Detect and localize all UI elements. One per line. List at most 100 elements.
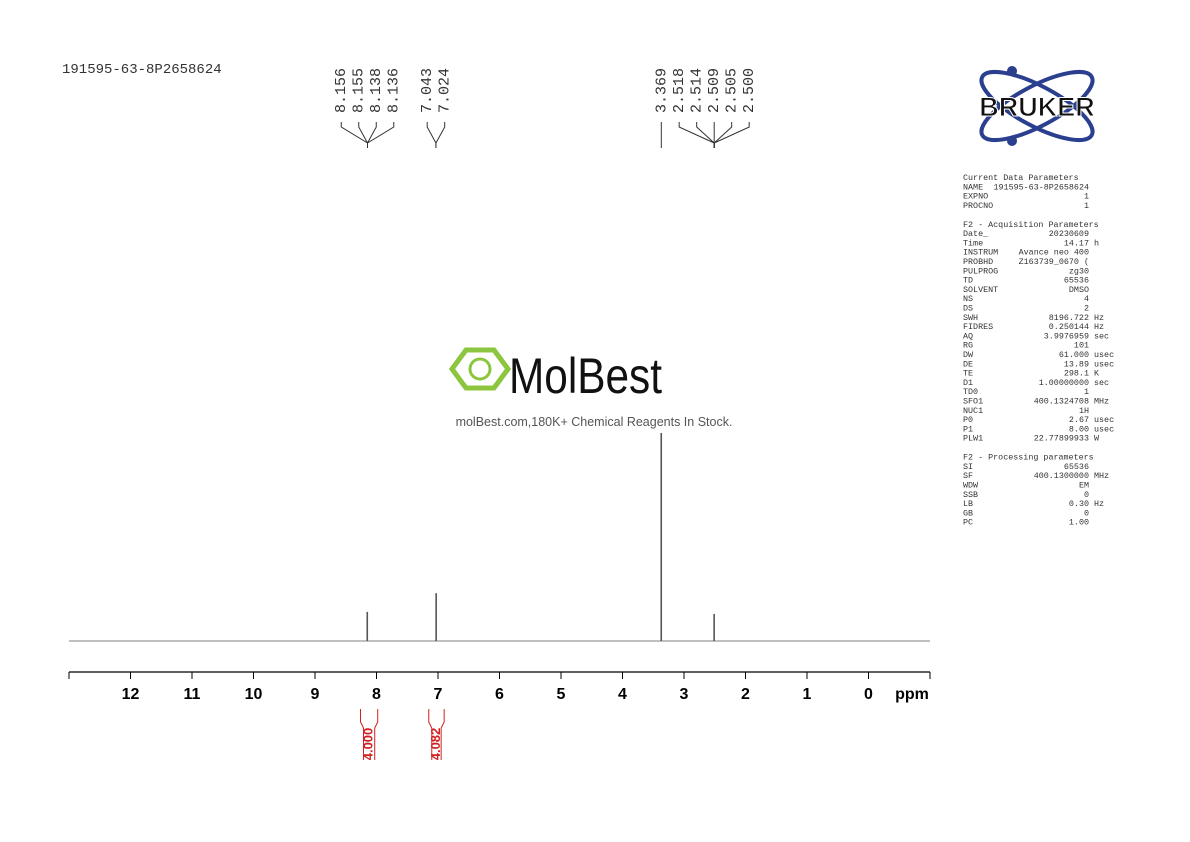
parameter-value: 8.00 — [1069, 424, 1089, 434]
parameter-value: 13.89 — [1064, 359, 1089, 369]
parameter-name: INSTRUM — [963, 248, 998, 258]
parameter-unit: K — [1094, 369, 1100, 379]
parameter-unit: usec — [1094, 424, 1114, 434]
parameter-name: WDW — [963, 481, 979, 491]
x-tick-label: 3 — [680, 686, 689, 703]
parameter-value: 1 — [1084, 387, 1089, 397]
parameter-value: 0 — [1084, 490, 1089, 500]
peak-label: 2.509 — [706, 68, 723, 113]
parameter-name: P1 — [963, 424, 973, 434]
parameter-value: Z163739_0670 ( — [1019, 257, 1089, 267]
parameter-name: PC — [963, 518, 973, 528]
x-tick-label: 0 — [864, 686, 873, 703]
parameter-value: EM — [1079, 481, 1089, 491]
parameter-unit: W — [1094, 434, 1100, 444]
parameter-unit: usec — [1094, 359, 1114, 369]
parameter-value: 3.9976959 — [1044, 331, 1089, 341]
parameter-value: 65536 — [1064, 276, 1089, 286]
parameter-value: 0 — [1084, 508, 1089, 518]
peak-label: 8.136 — [386, 68, 403, 113]
parameter-unit: h — [1094, 238, 1099, 248]
peak-label: 3.369 — [653, 68, 670, 113]
logo-dot — [1007, 136, 1017, 146]
integral-bracket — [428, 709, 445, 760]
watermark-hexagon — [448, 347, 512, 391]
parameter-unit: Hz — [1094, 499, 1104, 509]
parameter-name: PLW1 — [963, 434, 983, 444]
parameter-name: NAME — [963, 182, 983, 192]
x-tick-label: 6 — [495, 686, 504, 703]
sample-id: 191595-63-8P2658624 — [62, 62, 222, 78]
parameter-name: D1 — [963, 378, 973, 388]
parameter-value: 61.000 — [1059, 350, 1089, 360]
parameter-name: DE — [963, 359, 973, 369]
parameter-unit: sec — [1094, 331, 1109, 341]
parameter-name: LB — [963, 499, 973, 509]
peak-label: 2.518 — [671, 68, 688, 113]
parameter-value: 400.1300000 — [1034, 471, 1089, 481]
parameter-value: Avance neo 400 — [1019, 248, 1089, 258]
x-tick-label: 12 — [122, 686, 140, 703]
parameter-name: DS — [963, 304, 973, 314]
parameter-value: 0.250144 — [1049, 322, 1089, 332]
parameter-name: SFO1 — [963, 397, 983, 407]
x-tick-label: 10 — [245, 686, 263, 703]
parameter-unit: usec — [1094, 415, 1114, 425]
logo-orbit — [979, 69, 1095, 143]
parameter-name: PROCNO — [963, 201, 993, 211]
parameter-unit: Hz — [1094, 322, 1104, 332]
parameter-value: 20230609 — [1049, 229, 1089, 239]
parameter-unit: sec — [1094, 378, 1109, 388]
x-tick-label: 9 — [311, 686, 320, 703]
parameter-name: SSB — [963, 490, 978, 500]
parameter-name: GB — [963, 508, 973, 518]
parameter-value: 1 — [1084, 201, 1089, 211]
x-tick-label: 8 — [372, 686, 381, 703]
parameter-name: PROBHD — [963, 257, 993, 267]
parameter-value: 1.00 — [1069, 518, 1089, 528]
parameter-name: EXPNO — [963, 192, 988, 202]
parameter-name: AQ — [963, 331, 973, 341]
peak-label: 7.024 — [437, 68, 454, 113]
parameter-value: 400.1324708 — [1034, 397, 1089, 407]
peak-label-connector — [367, 122, 395, 148]
parameter-value: 65536 — [1064, 462, 1089, 472]
parameter-value: zg30 — [1069, 266, 1089, 276]
integral-bracket — [360, 709, 379, 760]
parameter-name: TD — [963, 276, 973, 286]
peak-label: 7.043 — [419, 68, 436, 113]
watermark-ring — [468, 357, 492, 381]
x-tick-label: 1 — [803, 686, 812, 703]
logo-dot — [1007, 66, 1017, 76]
parameter-name: SOLVENT — [963, 285, 998, 295]
peak-label-connector — [435, 122, 446, 148]
parameter-value: 8196.722 — [1049, 313, 1089, 323]
peak-label: 2.514 — [689, 68, 706, 113]
parameter-name: Time — [963, 238, 983, 248]
peak-label-connector — [426, 122, 437, 148]
peak-label: 8.138 — [368, 68, 385, 113]
bruker-logo: BRUKER — [979, 66, 1095, 146]
parameter-name: DW — [963, 350, 974, 360]
peak-label: 8.155 — [351, 68, 368, 113]
x-axis-label: ppm — [895, 686, 929, 703]
x-tick-label: 11 — [184, 686, 201, 703]
peak-label-connector — [696, 122, 715, 148]
peak-label-connector — [367, 122, 377, 148]
parameter-section-title: Current Data Parameters — [963, 173, 1079, 183]
peak-label: 2.500 — [741, 68, 758, 113]
parameter-unit: Hz — [1094, 313, 1104, 323]
parameter-section-title: F2 - Acquisition Parameters — [963, 220, 1099, 230]
parameter-name: PULPROG — [963, 266, 998, 276]
peak-label: 8.156 — [333, 68, 350, 113]
parameter-value: 2.67 — [1069, 415, 1089, 425]
watermark: MolBest molBest.com,180K+ Chemical Reage… — [448, 347, 732, 429]
parameter-value: 298.1 — [1064, 369, 1089, 379]
logo-orbit — [979, 69, 1095, 143]
parameter-section-title: F2 - Processing parameters — [963, 453, 1094, 463]
integral-label: 4.082 — [428, 728, 443, 761]
parameter-name: NS — [963, 294, 973, 304]
